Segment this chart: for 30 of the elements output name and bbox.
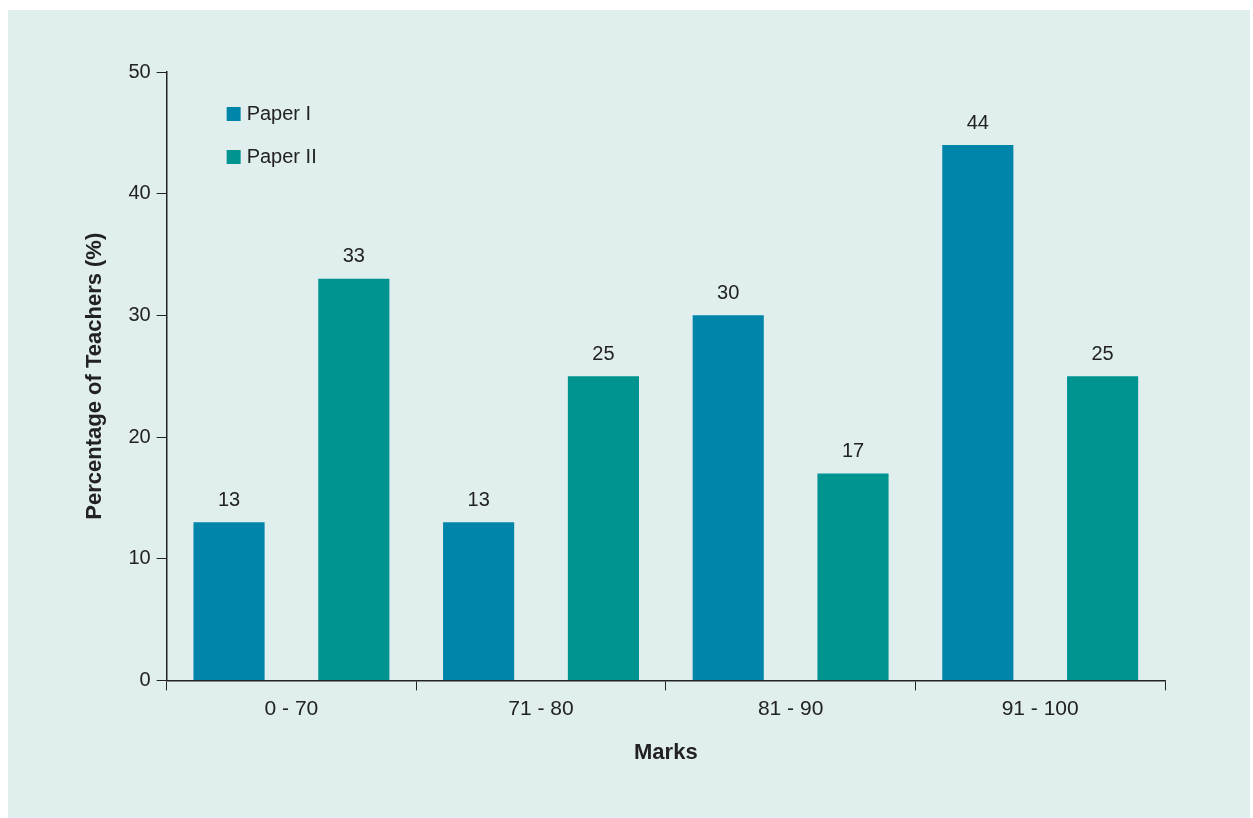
x-axis-title: Marks [634,738,698,764]
data-label: 30 [717,280,740,303]
y-axis-title: Percentage of Teachers (%) [81,232,107,520]
bar [817,473,889,680]
y-tick-label: 0 [139,667,151,690]
legend-label: Paper I [246,101,312,124]
y-tick-label: 30 [128,302,151,325]
bar [193,522,265,680]
x-tick-label: 71 - 80 [508,695,574,719]
data-label: 13 [467,487,490,510]
y-tick-label: 20 [128,424,151,447]
x-tick-label: 81 - 90 [757,695,824,719]
bar [942,145,1014,680]
data-label: 25 [592,341,615,364]
x-tick-label: 91 - 100 [1001,695,1079,719]
data-label: 25 [1091,341,1114,364]
data-label: 13 [217,487,241,510]
x-tick-label: 0 - 70 [264,695,319,719]
data-label: 17 [841,439,865,462]
bar [692,315,764,680]
legend-label: Paper II [246,144,317,167]
bar [443,522,515,680]
y-tick-label: 50 [128,59,151,82]
bar [1067,376,1139,680]
bar [567,376,639,680]
y-tick-label: 10 [128,546,151,569]
bar [318,278,390,680]
data-label: 33 [342,244,365,267]
data-label: 44 [966,110,989,133]
y-tick-label: 40 [128,181,151,204]
